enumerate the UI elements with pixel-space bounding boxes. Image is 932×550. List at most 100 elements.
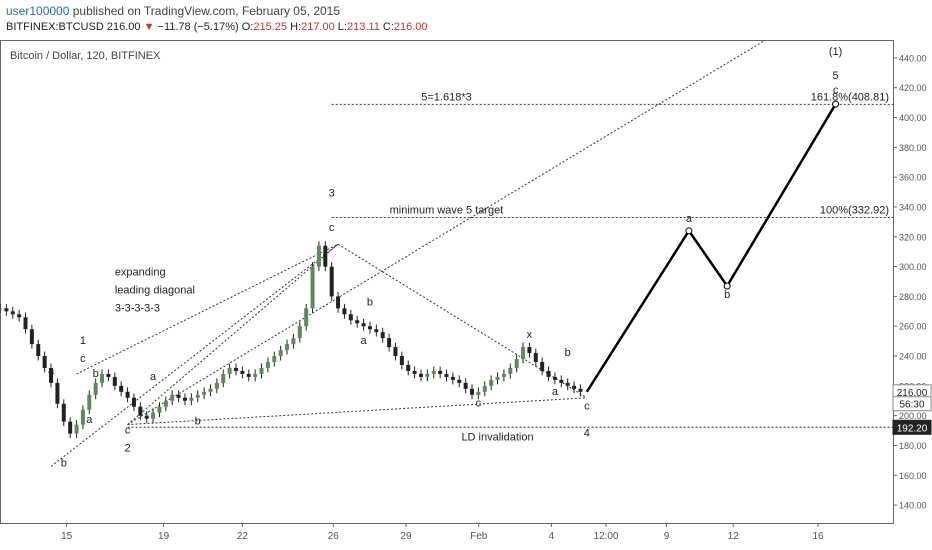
candle-body — [482, 385, 487, 392]
candle-body — [342, 308, 347, 315]
price-badge-label: 56:30 — [899, 400, 924, 411]
candle-body — [36, 344, 41, 357]
level-note: 5=1.618*3 — [421, 91, 471, 103]
x-tick-label: 15 — [61, 531, 73, 542]
candle-body — [540, 362, 545, 371]
candle-body — [380, 332, 385, 339]
level-label: 100%(332.92) — [820, 205, 889, 217]
trendline — [50, 243, 339, 467]
y-tick-label: 400.00 — [899, 113, 927, 123]
candle-body — [399, 356, 404, 365]
wave-annotation: expanding — [115, 267, 166, 279]
candle-body — [533, 353, 538, 362]
candle-body — [221, 373, 226, 383]
wave-annotation: b — [367, 296, 373, 308]
candle-body — [157, 406, 162, 413]
candle-body — [489, 379, 494, 386]
candle-body — [361, 323, 366, 327]
x-tick-label: 19 — [158, 531, 170, 542]
wave-annotation: a — [48, 365, 55, 377]
candle-body — [55, 382, 60, 404]
candle-body — [49, 367, 54, 383]
candle-body — [374, 329, 379, 333]
candle-body — [310, 266, 315, 309]
candle-body — [240, 370, 245, 374]
candle-body — [106, 373, 111, 377]
wave-annotation: 1 — [80, 335, 86, 347]
candle-body — [253, 373, 258, 377]
candle-body — [444, 373, 449, 377]
wave-annotation: 3-3-3-3-3 — [115, 302, 160, 314]
wave-annotation: b — [93, 368, 99, 380]
candle-body — [578, 388, 583, 392]
trendline — [76, 243, 339, 375]
trendline — [337, 243, 588, 399]
published-text: published on TradingView.com, February 0… — [72, 4, 341, 18]
candle-body — [508, 367, 513, 374]
candle-body — [246, 373, 251, 377]
candle-body — [450, 376, 455, 380]
y-tick-label: 280.00 — [899, 292, 927, 302]
candle-body — [87, 394, 92, 410]
x-tick-label: 16 — [812, 531, 824, 542]
candle-body — [336, 296, 341, 309]
candle-body — [412, 370, 417, 374]
candle-body — [10, 311, 15, 315]
candle-body — [348, 314, 353, 321]
candle-body — [495, 376, 500, 380]
wave-annotation: c — [125, 425, 131, 437]
username-link[interactable]: user100000 — [6, 4, 70, 18]
candle-body — [431, 370, 436, 374]
price-badge — [892, 419, 932, 435]
y-tick-label: 240.00 — [899, 352, 927, 362]
candle-body — [418, 373, 423, 377]
wave-annotation: a — [86, 414, 93, 426]
candle-body — [4, 308, 9, 312]
candle-body — [514, 359, 519, 368]
candle-body — [323, 245, 328, 267]
candle-body — [387, 338, 392, 348]
candle-body — [144, 415, 149, 419]
candle-body — [329, 266, 334, 297]
candle-body — [552, 376, 557, 380]
candle-body — [565, 382, 570, 386]
trendline — [127, 397, 587, 426]
y-tick-label: 160.00 — [899, 471, 927, 481]
publish-line: user100000 published on TradingView.com,… — [6, 4, 340, 18]
wave-annotation: c — [80, 353, 86, 365]
candle-body — [278, 350, 283, 357]
low-value: 213.11 — [346, 21, 380, 33]
candle-body — [100, 373, 105, 383]
y-tick-label: 320.00 — [899, 232, 927, 242]
wave-label: a — [686, 213, 693, 225]
candle-body — [406, 364, 411, 371]
wave-annotation: 3 — [329, 188, 335, 200]
candle-body — [457, 379, 462, 383]
candle-body — [80, 409, 85, 425]
candle-body — [438, 370, 443, 374]
chart-title: Bitcoin / Dollar, 120, BITFINEX — [10, 50, 161, 62]
wave-annotation: leading diagonal — [115, 284, 195, 296]
ohlc-line: BITFINEX:BTCUSD 216.00 ▼ −11.78 (−5.17%)… — [6, 21, 428, 33]
projection-node — [685, 227, 693, 235]
candle-body — [189, 397, 194, 401]
x-tick-label: 12 — [728, 531, 740, 542]
y-tick-label: 260.00 — [899, 322, 927, 332]
wave-annotation: 2 — [125, 442, 131, 454]
candle-body — [17, 314, 22, 318]
candle-body — [501, 373, 506, 377]
y-tick-label: 420.00 — [899, 83, 927, 93]
price-chart[interactable]: Bitcoin / Dollar, 120, BITFINEX 140.00 160… — [0, 40, 932, 550]
symbol-label: BITFINEX:BTCUSD — [6, 21, 104, 33]
projection-node — [832, 100, 840, 108]
price-badge-label: 192.20 — [897, 423, 928, 434]
candle-body — [131, 397, 136, 407]
wave-annotation: b — [565, 347, 571, 359]
candle-body — [521, 347, 526, 360]
candle-body — [151, 412, 156, 419]
projection-node — [723, 282, 731, 290]
candle-body — [119, 385, 124, 392]
candle-body — [463, 382, 468, 389]
level-note: minimum wave 5 target — [390, 205, 504, 217]
wave-annotation: b — [61, 457, 67, 469]
